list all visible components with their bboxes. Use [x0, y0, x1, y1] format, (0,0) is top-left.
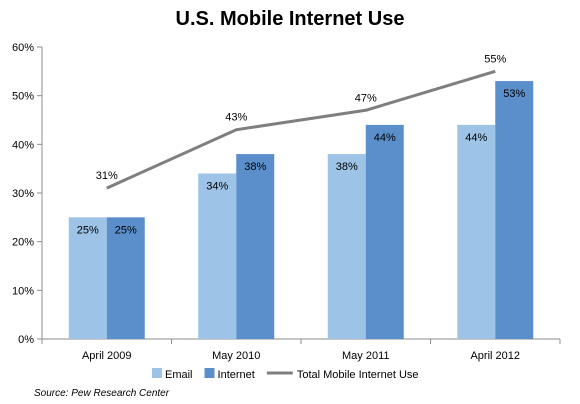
bar-internet [365, 124, 404, 339]
legend-swatch-email [152, 368, 162, 378]
bar-email [327, 154, 366, 339]
bar-label-email: 34% [206, 181, 228, 193]
source-note: Source: Pew Research Center [34, 388, 170, 399]
bar-internet [495, 81, 534, 340]
y-tick-label: 10% [12, 285, 34, 297]
total-line-series [106, 69, 496, 190]
data-labels: 25% 34% 38% 44% 25% 38% 44% 53% 31% 43% 47% 55% [77, 53, 526, 236]
y-tick-label: 50% [12, 91, 34, 103]
x-tick-label: May 2010 [212, 350, 260, 362]
y-tick-label: 0% [18, 334, 34, 346]
line-label-total-mobile-internet-use: 55% [484, 53, 506, 65]
y-tick-label: 40% [12, 139, 34, 151]
bar-email [457, 124, 496, 339]
line-label-total-mobile-internet-use: 43% [225, 112, 247, 124]
bar-label-internet: 38% [244, 161, 266, 173]
chart-title: U.S. Mobile Internet Use [175, 8, 405, 30]
x-tick-label: April 2009 [82, 350, 132, 362]
bar-label-internet: 53% [503, 88, 525, 100]
line-total-mobile-internet-use [106, 69, 496, 190]
bar-internet [106, 217, 145, 339]
x-tick-label: April 2012 [470, 350, 520, 362]
legend-label-total-mobile-internet-use: Total Mobile Internet Use [297, 369, 419, 381]
legend-label-internet: Internet [218, 369, 255, 381]
bar-label-email: 44% [465, 132, 487, 144]
legend-label-email: Email [165, 369, 193, 381]
bar-email [198, 173, 237, 339]
line-label-total-mobile-internet-use: 31% [96, 170, 118, 182]
bar-label-email: 38% [336, 161, 358, 173]
y-tick-label: 20% [12, 237, 34, 249]
legend-swatch-internet [204, 368, 215, 378]
bar-label-email: 25% [77, 224, 99, 236]
bars [68, 81, 534, 340]
bar-label-internet: 25% [115, 224, 137, 236]
bar-internet [236, 154, 275, 339]
y-tick-label: 30% [12, 188, 34, 200]
y-tick-label: 60% [12, 42, 34, 54]
bar-email [68, 217, 107, 339]
bar-label-internet: 44% [374, 132, 396, 144]
legend: Email Internet Total Mobile Internet Use [152, 368, 419, 381]
line-label-total-mobile-internet-use: 47% [355, 92, 377, 104]
x-tick-label: May 2011 [342, 350, 390, 362]
axes: 0% 10% 20% 30% 40% 50% 60% April 2009 May 2010 Ma… [12, 42, 561, 362]
